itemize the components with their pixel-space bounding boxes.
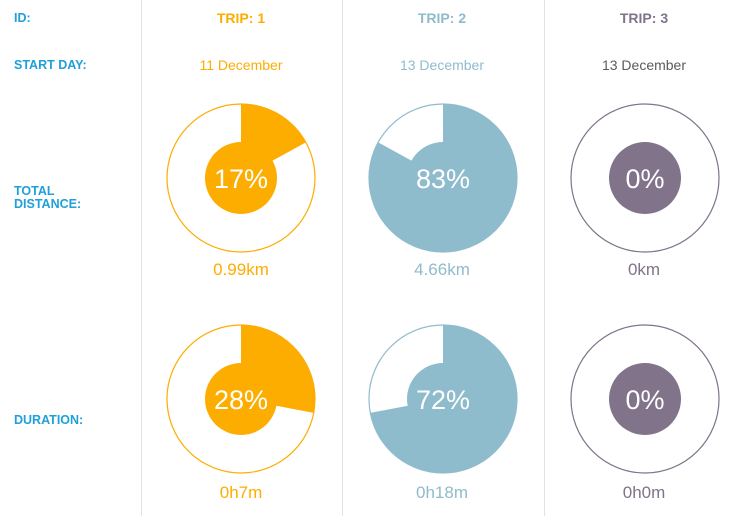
trip-duration-value: 0h0m xyxy=(622,483,666,502)
distance-gauge-percent-label: 17% xyxy=(214,164,268,194)
trip-id-header: TRIP: 3 xyxy=(619,10,669,26)
duration-gauge-percent-label: 28% xyxy=(214,385,268,415)
distance-gauge-center xyxy=(609,142,681,214)
distance-gauge-percent-label: 83% xyxy=(416,164,470,194)
trip-duration-value: 0h18m xyxy=(416,483,468,502)
trip-distance-value: 0.99km xyxy=(213,260,269,279)
distance-gauge-center xyxy=(407,142,479,214)
trip-duration-value: 0h7m xyxy=(219,483,263,502)
column-divider-3 xyxy=(544,0,545,516)
duration-gauge-percent-label: 72% xyxy=(416,385,470,415)
distance-gauge-percent-label: 0% xyxy=(625,164,664,194)
duration-gauge-center xyxy=(609,363,681,435)
trip-distance-value: 0km xyxy=(627,260,661,279)
duration-gauge-center xyxy=(407,363,479,435)
row-label-start-day: START DAY: xyxy=(14,58,87,72)
trip-start-day: 11 December xyxy=(199,57,283,73)
duration-gauge-percent-label: 0% xyxy=(625,385,664,415)
row-label-total-distance-line2: DISTANCE: xyxy=(14,197,82,211)
row-label-total-distance-line1: TOTAL xyxy=(14,184,55,198)
trip-distance-value: 4.66km xyxy=(414,260,470,279)
trip-id-header: TRIP: 2 xyxy=(417,10,467,26)
column-divider-1 xyxy=(141,0,142,516)
distance-gauge-center xyxy=(205,142,277,214)
row-label-id: ID: xyxy=(14,11,31,25)
row-label-total-distance: TOTAL DISTANCE: xyxy=(14,185,81,211)
column-divider-2 xyxy=(342,0,343,516)
trip-start-day: 13 December xyxy=(399,57,485,73)
duration-gauge-center xyxy=(205,363,277,435)
trip-start-day: 13 December xyxy=(601,57,687,73)
trip-id-header: TRIP: 1 xyxy=(216,10,266,26)
row-label-duration: DURATION: xyxy=(14,413,84,427)
